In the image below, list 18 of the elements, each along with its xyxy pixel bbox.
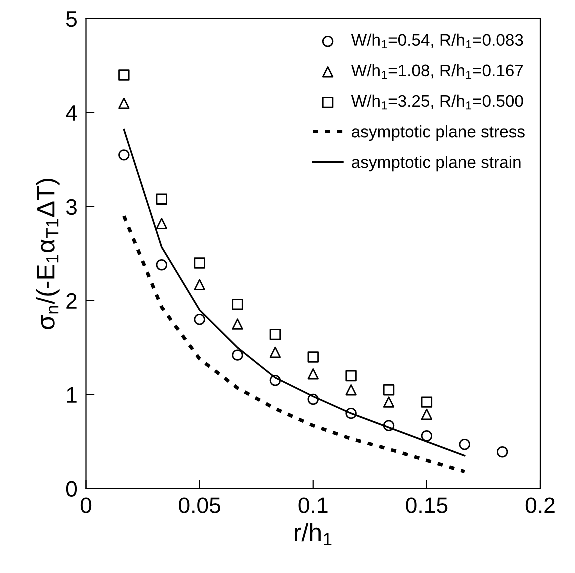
x-tick-label: 0.05	[179, 498, 221, 514]
y-axis-title: σ$_{n}$/(-E$_{1}$α$_{T1}$ΔT)	[36, 179, 60, 330]
y-tick-label: 0	[66, 481, 78, 498]
x-tick-label: 0.1	[298, 498, 328, 514]
legend-label: asymptotic plane strain	[352, 156, 521, 172]
x-tick-label: 0.15	[406, 498, 448, 514]
legend-label: asymptotic plane stress	[352, 126, 525, 142]
legend-label: W/h$_{1}$=3.25, R/h$_{1}$=0.500	[351, 94, 524, 110]
x-axis-title: r/h$_{1}$	[295, 523, 332, 546]
y-tick-label: 5	[66, 12, 77, 28]
legend-label: W/h$_{1}$=1.08, R/h$_{1}$=0.167	[351, 64, 524, 80]
x-tick-label: 0.2	[526, 498, 555, 514]
legend-label: W/h$_{1}$=0.54, R/h$_{1}$=0.083	[351, 34, 524, 49]
y-tick-label: 1	[67, 388, 77, 403]
y-tick-label: 3	[66, 199, 77, 216]
y-tick-label: 4	[66, 106, 78, 121]
y-tick-label: 2	[66, 293, 77, 309]
x-tick-label: 0	[80, 498, 92, 514]
